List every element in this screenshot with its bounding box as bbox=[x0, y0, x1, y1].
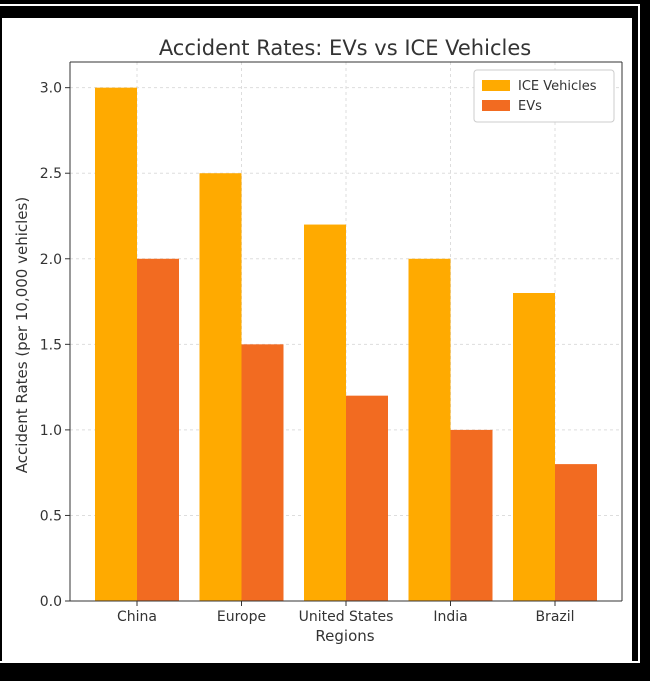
bar-evs-europe bbox=[241, 344, 284, 601]
legend-label: EVs bbox=[518, 99, 542, 114]
legend-label: ICE Vehicles bbox=[518, 79, 597, 94]
x-tick-label: China bbox=[117, 609, 157, 625]
tick-labels: 0.0 0.5 1.0 1.5 2.0 2.5 3.0 China Europe United S… bbox=[40, 81, 575, 625]
y-tick-label: 2.5 bbox=[40, 166, 62, 182]
y-axis-label: Accident Rates (per 10,000 vehicles) bbox=[13, 197, 31, 473]
bar-evs-brazil bbox=[555, 464, 597, 601]
y-tick-label: 1.0 bbox=[40, 423, 62, 439]
y-tick-label: 3.0 bbox=[40, 81, 62, 97]
bar-ice-vehicles-united-states bbox=[304, 224, 346, 602]
legend-swatch bbox=[482, 100, 510, 111]
x-tick-label: Europe bbox=[217, 609, 266, 625]
legend: ICE Vehicles EVs bbox=[473, 69, 615, 123]
y-tick-label: 1.5 bbox=[40, 337, 62, 353]
axes bbox=[65, 61, 623, 606]
x-tick-label: United States bbox=[299, 609, 394, 625]
legend-box bbox=[473, 69, 615, 123]
bar-evs-united-states bbox=[346, 395, 388, 601]
y-tick-label: 2.0 bbox=[40, 252, 62, 268]
bar-ice-vehicles-brazil bbox=[513, 293, 555, 601]
x-axis-label: Regions bbox=[315, 627, 374, 645]
chart-title: Accident Rates: EVs vs ICE Vehicles bbox=[159, 36, 531, 60]
x-tick-label: India bbox=[433, 609, 467, 625]
bar-evs-india bbox=[450, 429, 493, 601]
legend-swatch bbox=[482, 80, 510, 91]
x-tick-label: Brazil bbox=[535, 609, 574, 625]
bar-ice-vehicles-india bbox=[408, 258, 451, 601]
y-tick-label: 0.0 bbox=[40, 594, 62, 610]
bar-evs-china bbox=[137, 258, 179, 601]
bar-ice-vehicles-china bbox=[95, 87, 137, 601]
bars bbox=[95, 87, 597, 602]
bar-ice-vehicles-europe bbox=[199, 173, 242, 601]
y-tick-label: 0.5 bbox=[40, 508, 62, 524]
